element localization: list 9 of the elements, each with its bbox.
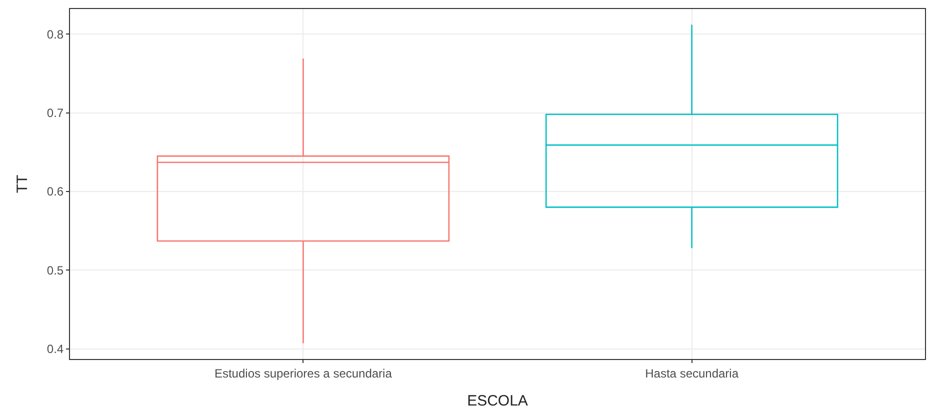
y-tick-label: 0.4	[46, 342, 64, 356]
y-tick-label: 0.5	[46, 263, 64, 278]
y-tick-label: 0.6	[46, 184, 64, 199]
x-tick-label: Estudios superiores a secundaria	[214, 366, 392, 380]
y-tick-label: 0.7	[46, 106, 64, 120]
x-tick-label: Hasta secundaria	[645, 366, 739, 380]
x-axis-title: ESCOLA	[467, 392, 528, 410]
y-tick-label: 0.8	[46, 27, 64, 42]
y-axis-title: TT	[14, 174, 32, 194]
